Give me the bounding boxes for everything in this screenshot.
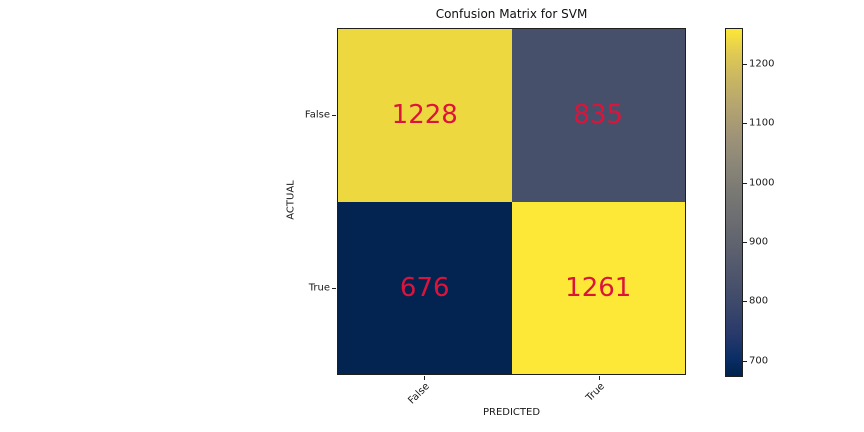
colorbar-tick-mark — [743, 182, 747, 184]
cell-value: 1261 — [565, 272, 632, 303]
colorbar-tick-label: 1000 — [749, 177, 775, 189]
chart-title: Confusion Matrix for SVM — [435, 7, 588, 21]
colorbar-tick-label: 800 — [749, 295, 769, 307]
x-tick-label: True — [583, 381, 607, 404]
y-axis-label: ACTUAL — [285, 180, 297, 220]
cell-value: 835 — [573, 100, 624, 131]
heatmap-cell: 1228 — [338, 29, 512, 202]
colorbar-tick-mark — [743, 242, 747, 244]
heatmap-cell: 835 — [511, 29, 685, 202]
colorbar-tick-mark — [743, 123, 747, 125]
colorbar-tick-mark — [743, 360, 747, 362]
x-tick-label: False — [406, 381, 433, 407]
y-tick-label: False — [304, 109, 330, 121]
x-tick-mark — [424, 376, 426, 380]
x-axis-label: PREDICTED — [482, 407, 541, 418]
colorbar-tick-label: 900 — [749, 236, 769, 248]
colorbar — [725, 28, 743, 377]
colorbar-tick-label: 1100 — [749, 117, 775, 129]
y-tick-mark — [332, 288, 336, 290]
colorbar-tick-mark — [743, 301, 747, 303]
colorbar-tick-label: 1200 — [749, 58, 775, 70]
cell-value: 1228 — [391, 100, 458, 131]
colorbar-tick-mark — [743, 64, 747, 66]
heatmap-cell: 676 — [338, 201, 512, 374]
cell-value: 676 — [399, 272, 450, 303]
heatmap-cell: 1261 — [511, 201, 685, 374]
heatmap-plot: 1228 835 676 1261 — [337, 28, 686, 375]
heatmap-cells: 1228 835 676 1261 — [338, 29, 685, 374]
colorbar-tick-label: 700 — [749, 355, 769, 367]
y-tick-label: True — [308, 282, 330, 294]
x-tick-mark — [598, 376, 600, 380]
y-tick-mark — [332, 114, 336, 116]
